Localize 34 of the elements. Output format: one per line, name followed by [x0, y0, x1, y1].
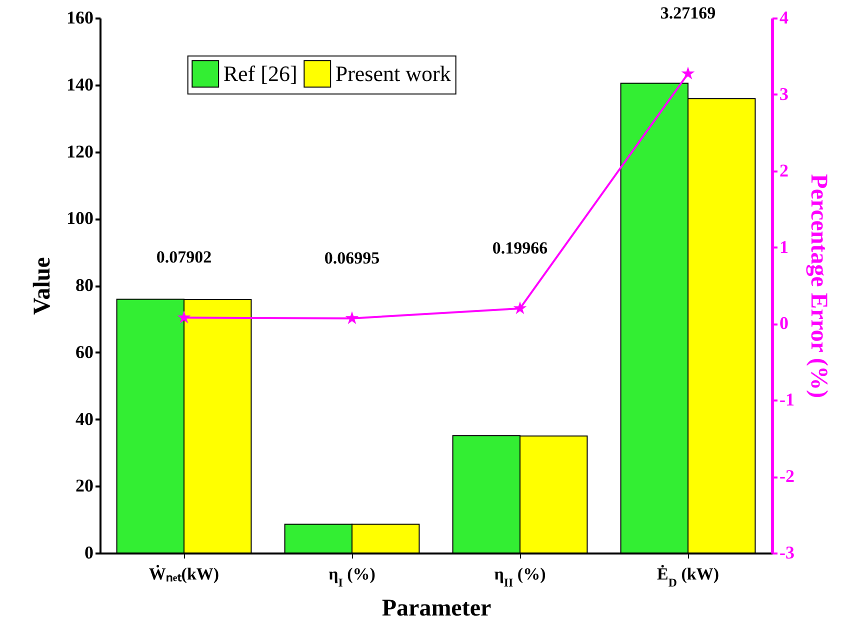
x-axis-title: Parameter: [382, 596, 492, 622]
x-tick-label: η$_{I}$ (%): [328, 564, 376, 590]
data-label: 3.27169: [660, 4, 716, 23]
y2-tick-label: 0: [780, 313, 788, 334]
y2-tick-label: 2: [780, 160, 788, 180]
y2-axis-title: Percentage Error (%): [805, 174, 832, 398]
legend-label: Present work: [335, 60, 451, 86]
data-label: 0.07902: [156, 248, 212, 267]
x-tick-label: Ė$_{D}$ (kW): [657, 564, 719, 590]
y-tick-label: 80: [76, 275, 94, 295]
x-tick-label: Ẇₙₑₜ(kW): [148, 564, 220, 584]
point: [513, 301, 527, 314]
y-tick-label: 100: [66, 208, 94, 228]
data-label: 0.19966: [492, 238, 548, 258]
y-tick-label: 160: [66, 8, 94, 28]
y-tick-label: 40: [76, 408, 94, 429]
y-axis-title: Value: [30, 256, 56, 315]
y-tick-label: 140: [66, 74, 94, 94]
y-tick-label: 60: [76, 342, 94, 362]
y2-tick-label: 3: [780, 84, 788, 104]
y2-tick-label: 4: [780, 8, 788, 28]
y-tick-label: 0: [84, 542, 94, 562]
y2-tick-label: -2: [780, 466, 794, 486]
point: [345, 311, 359, 324]
legend-label: Ref [26]: [223, 60, 298, 86]
y-tick-label: 20: [76, 476, 94, 496]
y2-tick-label: -3: [780, 542, 794, 562]
x-tick-label: η$_{II}$ (%): [494, 564, 546, 590]
y2-tick-label: -1: [780, 390, 794, 410]
data-label: 0.06995: [324, 248, 380, 268]
y-tick-label: 120: [66, 141, 94, 162]
point: [177, 310, 191, 324]
point: [681, 66, 695, 80]
y2-tick-label: 1: [780, 236, 788, 257]
